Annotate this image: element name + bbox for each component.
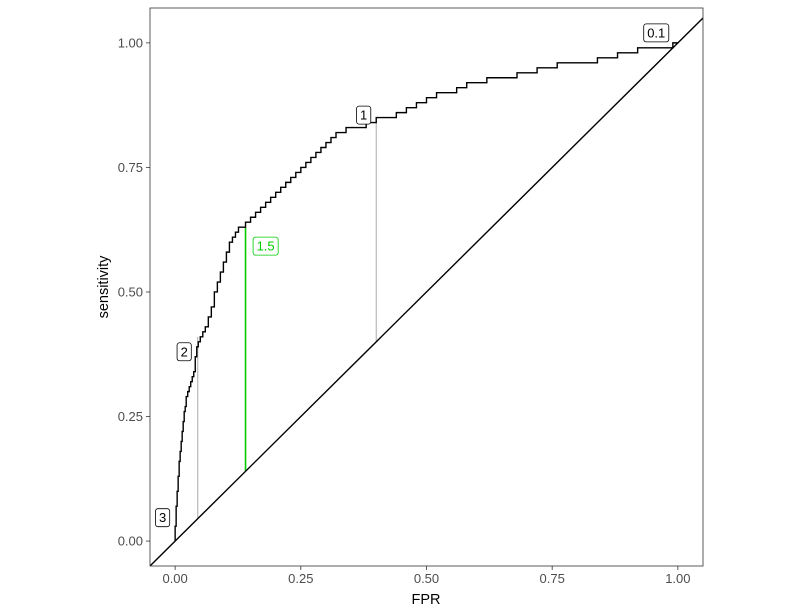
x-axis: 0.00 0.25 0.50 0.75 1.00: [162, 566, 691, 586]
y-axis-title: sensitivity: [96, 255, 112, 319]
annotation-label-text: 2: [181, 344, 188, 359]
y-axis: 0.00 0.25 0.50 0.75 1.00: [118, 35, 150, 549]
annotation-label-4: 0.1: [643, 23, 670, 43]
y-tick-label: 0.00: [118, 534, 143, 549]
diagonal-reference-line: [150, 17, 703, 566]
annotation-label-text: 3: [159, 510, 166, 525]
y-tick-label: 0.50: [118, 284, 143, 299]
annotation-label-1: 2: [176, 342, 192, 362]
annotation-label-0: 3: [155, 508, 171, 528]
roc-curve: [174, 42, 678, 542]
annotation-label-3: 1: [356, 105, 372, 125]
annotation-label-box: [356, 105, 372, 125]
annotation-label-text: 1: [360, 108, 367, 123]
x-tick-label: 0.50: [414, 571, 439, 586]
x-tick-label: 0.25: [288, 571, 313, 586]
x-tick-label: 0.00: [162, 571, 187, 586]
annotation-label-text: 0.1: [647, 25, 665, 40]
y-tick-label: 1.00: [118, 35, 143, 50]
x-tick-label: 0.75: [540, 571, 565, 586]
y-tick-label: 0.25: [118, 409, 143, 424]
annotation-label-text: 1.5: [257, 239, 275, 254]
annotation-label-box: [155, 508, 171, 528]
plot-panel-background: [150, 8, 703, 566]
x-tick-label: 1.00: [665, 571, 690, 586]
annotation-label-box: [176, 342, 192, 362]
annotation-label-box: [252, 236, 279, 256]
x-axis-title: FPR: [412, 592, 441, 608]
y-tick-label: 0.75: [118, 160, 143, 175]
annotation-label-2: 1.5: [252, 236, 279, 256]
annotation-label-box: [643, 23, 670, 43]
